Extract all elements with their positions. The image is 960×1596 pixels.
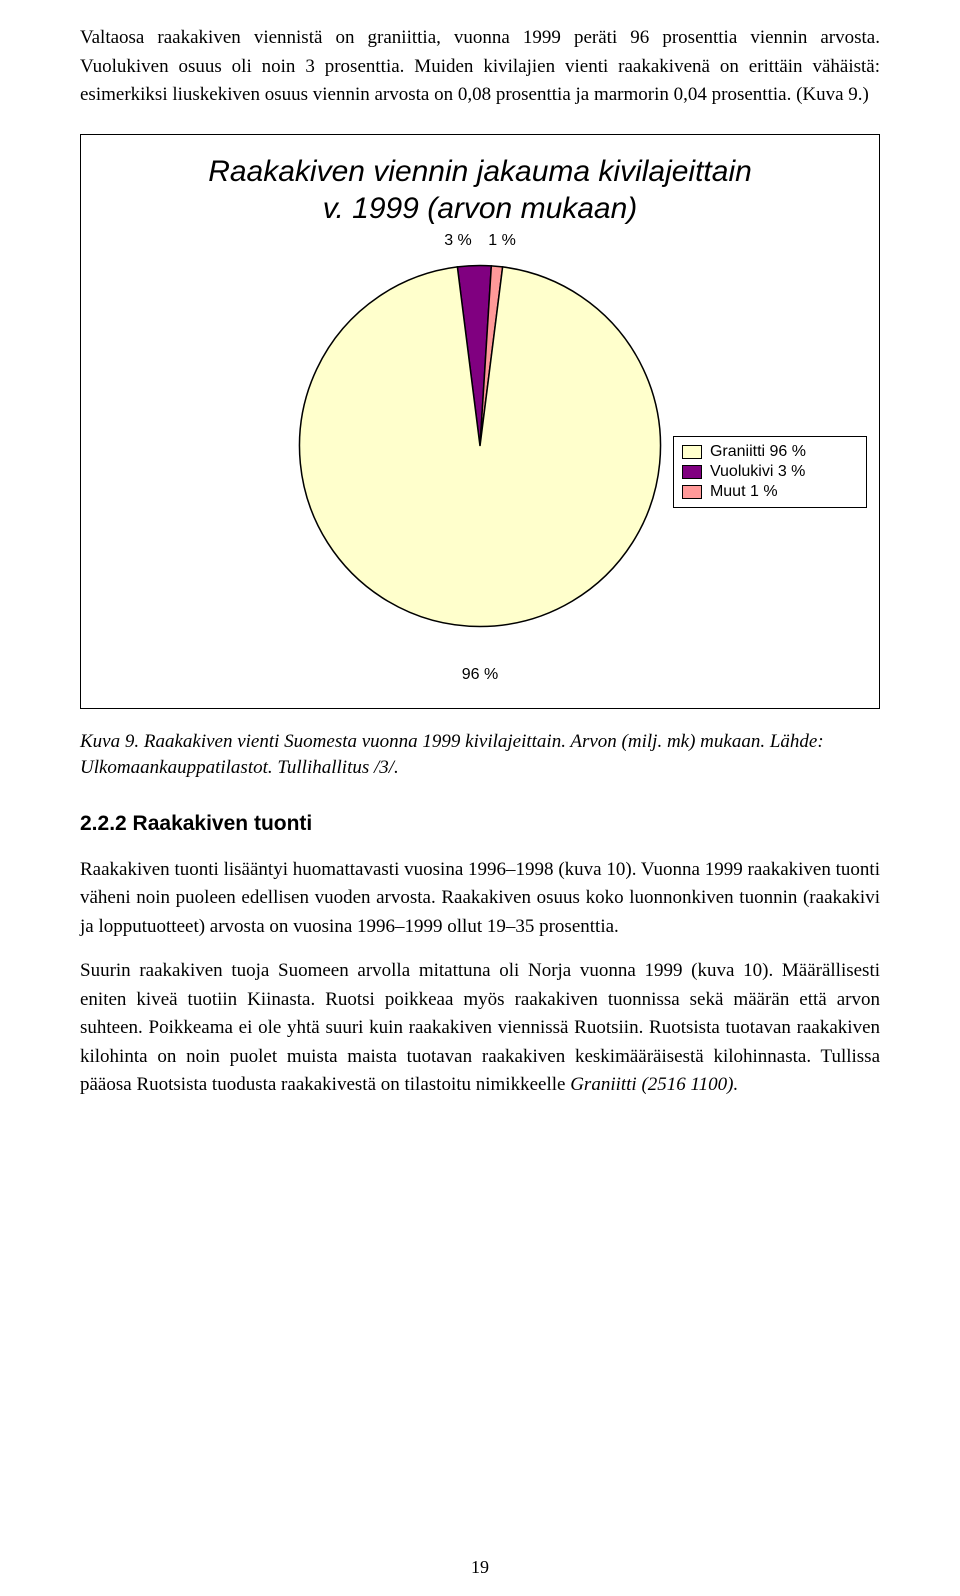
chart-top-label-left: 3 % <box>444 232 472 249</box>
legend-label: Muut 1 % <box>710 483 778 501</box>
chart-top-label-right: 1 % <box>488 232 516 249</box>
pie-chart-frame: Raakakiven viennin jakauma kivilajeittai… <box>80 134 880 709</box>
page-number: 19 <box>0 1557 960 1578</box>
paragraph-intro: Valtaosa raakakiven viennistä on graniit… <box>80 24 880 110</box>
chart-bottom-label: 96 % <box>105 666 855 684</box>
legend-swatch <box>682 445 702 459</box>
paragraph-3-em: Graniitti (2516 1100). <box>570 1074 738 1095</box>
legend-swatch <box>682 485 702 499</box>
chart-title-line2: v. 1999 (arvon mukaan) <box>323 192 638 225</box>
section-heading: 2.2.2 Raakakiven tuonti <box>80 812 880 836</box>
pie-chart <box>290 256 670 636</box>
legend-swatch <box>682 465 702 479</box>
chart-legend: Graniitti 96 % Vuolukivi 3 % Muut 1 % <box>673 436 867 508</box>
legend-label: Vuolukivi 3 % <box>710 463 805 481</box>
paragraph-3: Suurin raakakiven tuoja Suomeen arvolla … <box>80 957 880 1100</box>
chart-title-line1: Raakakiven viennin jakauma kivilajeittai… <box>208 155 752 188</box>
chart-top-labels: 3 % 1 % <box>105 232 855 250</box>
legend-row: Muut 1 % <box>682 483 806 501</box>
legend-row: Graniitti 96 % <box>682 443 806 461</box>
chart-title: Raakakiven viennin jakauma kivilajeittai… <box>105 153 855 228</box>
paragraph-2: Raakakiven tuonti lisääntyi huomattavast… <box>80 856 880 942</box>
paragraph-3-text: Suurin raakakiven tuoja Suomeen arvolla … <box>80 960 880 1095</box>
legend-row: Vuolukivi 3 % <box>682 463 806 481</box>
legend-label: Graniitti 96 % <box>710 443 806 461</box>
figure-caption: Kuva 9. Raakakiven vienti Suomesta vuonn… <box>80 729 880 782</box>
